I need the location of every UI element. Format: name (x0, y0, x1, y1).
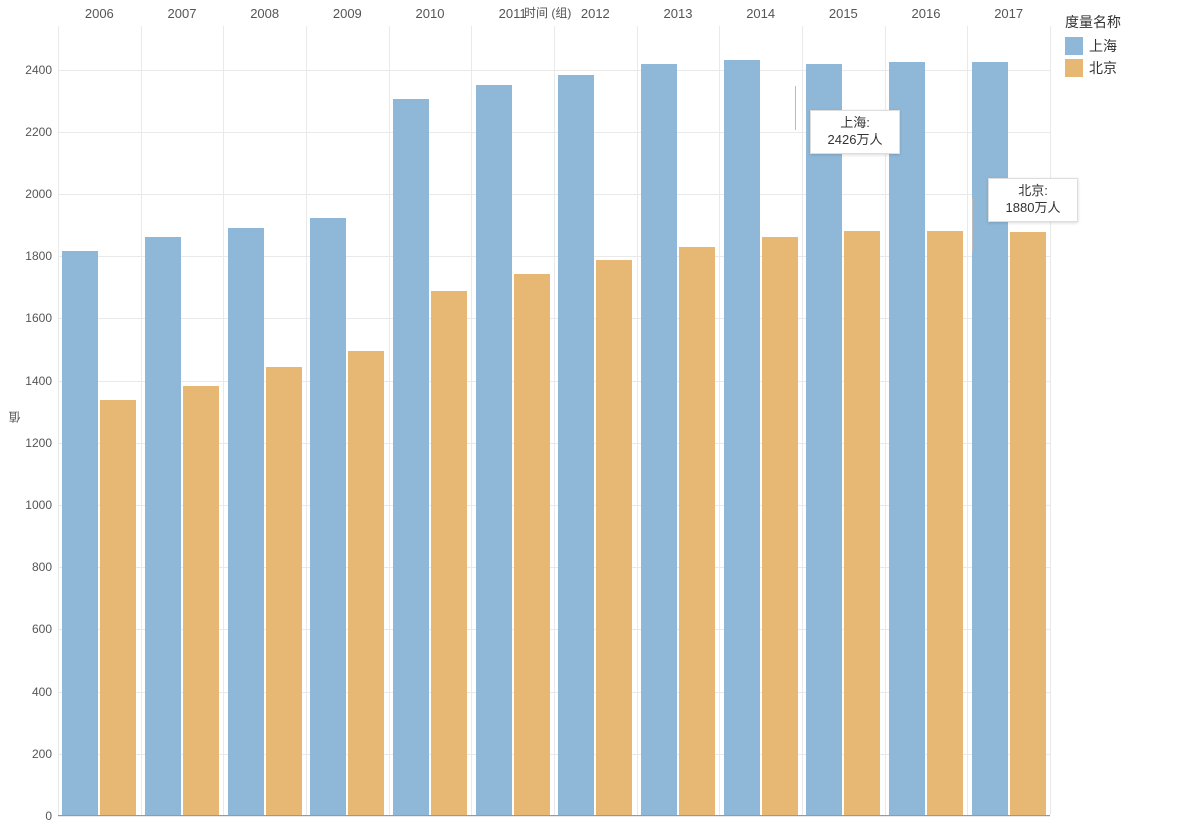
callout: 上海:2426万人 (810, 110, 900, 154)
x-tick-label: 2012 (581, 6, 610, 21)
callout-pointer (795, 86, 796, 130)
gridline-v (223, 26, 224, 815)
y-tick-label: 1200 (25, 436, 58, 450)
y-axis-label: 值 (6, 411, 23, 423)
bar[interactable] (100, 400, 136, 815)
bar[interactable] (596, 260, 632, 815)
x-tick-label: 2006 (85, 6, 114, 21)
gridline-v (306, 26, 307, 815)
bar[interactable] (228, 228, 264, 815)
bar[interactable] (431, 291, 467, 815)
y-tick-label: 1800 (25, 249, 58, 263)
callout-line: 上海: (819, 115, 891, 132)
bar[interactable] (348, 351, 384, 815)
legend-item[interactable]: 北京 (1065, 58, 1121, 78)
y-tick-label: 1000 (25, 498, 58, 512)
gridline-v (1050, 26, 1051, 815)
x-tick-label: 2015 (829, 6, 858, 21)
bar[interactable] (679, 247, 715, 815)
bar[interactable] (641, 64, 677, 815)
chart-container: 时间 (组) 值 0200400600800100012001400160018… (0, 0, 1188, 827)
y-tick-label: 600 (32, 622, 58, 636)
bar[interactable] (724, 60, 760, 815)
y-tick-label: 0 (45, 809, 58, 823)
bar[interactable] (1010, 232, 1046, 815)
bar[interactable] (972, 62, 1008, 815)
legend-item[interactable]: 上海 (1065, 36, 1121, 56)
bar[interactable] (927, 231, 963, 815)
callout-line: 北京: (997, 183, 1069, 200)
callout-pointer (972, 198, 973, 252)
callout: 北京:1880万人 (988, 178, 1078, 222)
x-tick-label: 2007 (168, 6, 197, 21)
bar[interactable] (514, 274, 550, 815)
y-tick-label: 400 (32, 685, 58, 699)
legend-swatch (1065, 37, 1083, 55)
gridline-h (58, 816, 1050, 817)
gridline-v (58, 26, 59, 815)
legend-label: 北京 (1089, 58, 1117, 78)
gridline-v (389, 26, 390, 815)
callout-line: 1880万人 (997, 200, 1069, 217)
bar[interactable] (889, 62, 925, 815)
gridline-v (967, 26, 968, 815)
legend-label: 上海 (1089, 36, 1117, 56)
callout-line: 2426万人 (819, 132, 891, 149)
gridline-v (141, 26, 142, 815)
gridline-v (471, 26, 472, 815)
legend-swatch (1065, 59, 1083, 77)
plot-area: 0200400600800100012001400160018002000220… (58, 26, 1050, 816)
y-tick-label: 2400 (25, 63, 58, 77)
bar[interactable] (844, 231, 880, 815)
bar[interactable] (762, 237, 798, 815)
gridline-v (554, 26, 555, 815)
bar[interactable] (266, 367, 302, 815)
gridline-v (637, 26, 638, 815)
bar[interactable] (558, 75, 594, 815)
x-tick-label: 2008 (250, 6, 279, 21)
legend: 度量名称 上海北京 (1065, 12, 1121, 80)
x-tick-label: 2011 (499, 6, 527, 21)
x-tick-label: 2013 (664, 6, 693, 21)
top-axis-title: 时间 (组) (524, 4, 571, 21)
bar[interactable] (476, 85, 512, 815)
y-tick-label: 800 (32, 560, 58, 574)
bar[interactable] (145, 237, 181, 815)
y-tick-label: 1600 (25, 311, 58, 325)
x-tick-label: 2016 (912, 6, 941, 21)
bar[interactable] (310, 218, 346, 815)
y-tick-label: 2000 (25, 187, 58, 201)
x-tick-label: 2017 (994, 6, 1023, 21)
y-tick-label: 2200 (25, 125, 58, 139)
y-tick-label: 1400 (25, 374, 58, 388)
x-tick-label: 2010 (416, 6, 445, 21)
bar[interactable] (393, 99, 429, 815)
bar[interactable] (62, 251, 98, 816)
legend-items: 上海北京 (1065, 36, 1121, 78)
y-tick-label: 200 (32, 747, 58, 761)
legend-title: 度量名称 (1065, 12, 1121, 32)
gridline-v (802, 26, 803, 815)
x-tick-label: 2014 (746, 6, 775, 21)
bar[interactable] (183, 386, 219, 815)
x-tick-label: 2009 (333, 6, 362, 21)
bar[interactable] (806, 64, 842, 815)
gridline-v (719, 26, 720, 815)
